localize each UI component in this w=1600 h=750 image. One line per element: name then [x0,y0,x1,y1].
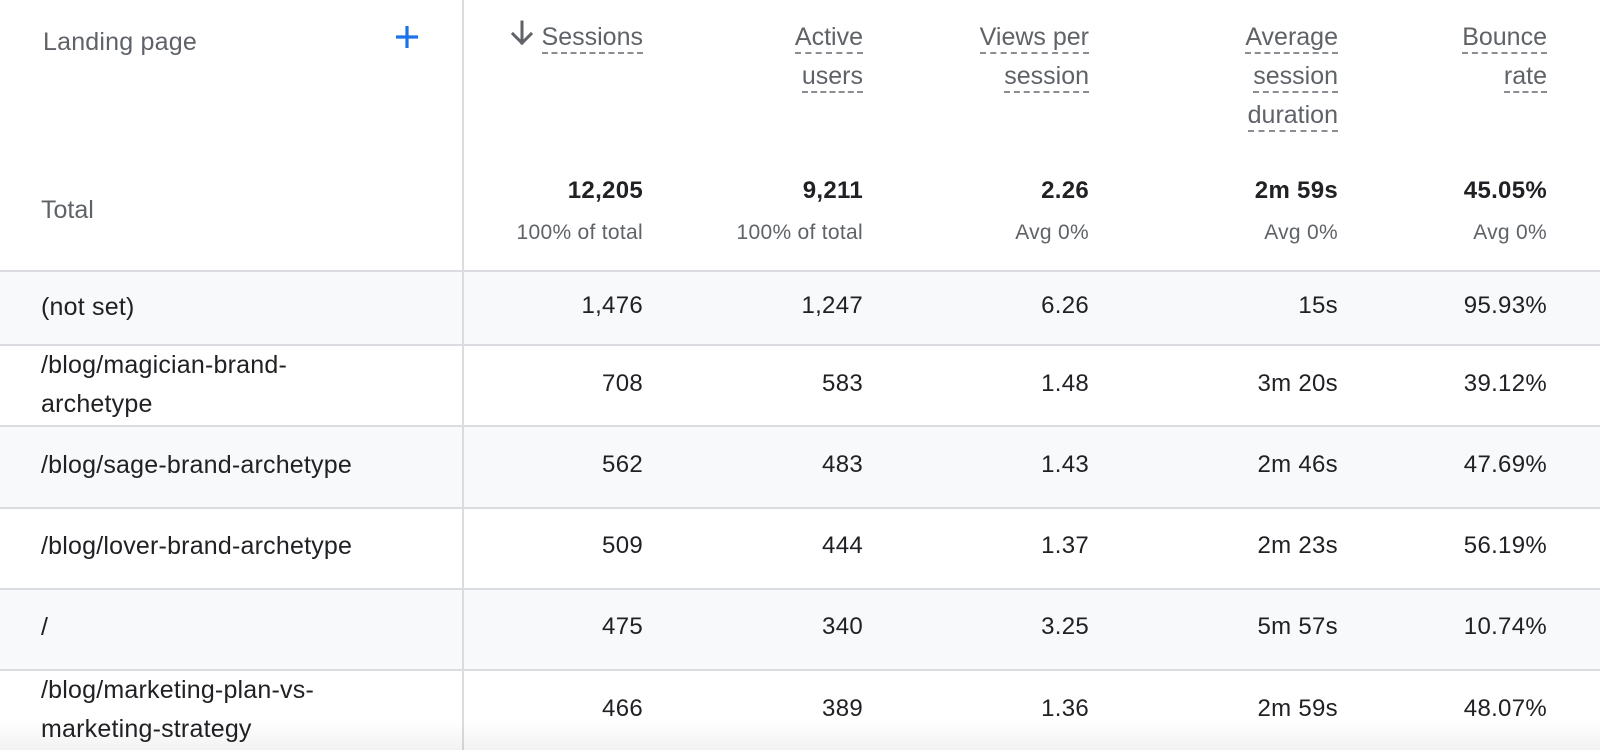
views-per-session-cell: 1.37 [1041,532,1089,559]
sessions-cell: 562 [602,451,643,478]
plus-icon[interactable] [392,22,422,52]
arrow-down-icon[interactable] [508,18,536,48]
total-active-users: 9,211 100% of total [736,177,863,244]
average-session-duration-cell: 15s [1298,292,1338,319]
column-divider [462,0,464,750]
active-users-cell: 340 [822,613,863,640]
total-average-session-duration: 2m 59s Avg 0% [1254,177,1338,244]
sessions-cell: 466 [602,695,643,722]
column-header-sessions[interactable]: Sessions [508,18,643,57]
average-session-duration-cell: 2m 46s [1257,451,1338,478]
scroll-shadow [0,720,1600,750]
sessions-cell: 475 [602,613,643,640]
row-bg [0,589,1600,670]
landing-page-cell[interactable]: /blog/sage-brand-archetype [41,451,352,479]
sessions-cell: 509 [602,532,643,559]
landing-page-header[interactable]: Landing page [43,28,197,56]
row-bg [0,426,1600,508]
row-divider [0,507,1600,509]
total-bounce-rate: 45.05% Avg 0% [1463,177,1547,244]
sessions-cell: 708 [602,370,643,397]
bounce-rate-cell: 95.93% [1463,292,1547,319]
sessions-cell: 1,476 [581,292,643,319]
total-sessions: 12,205 100% of total [516,177,643,244]
views-per-session-cell: 1.36 [1041,695,1089,722]
active-users-cell: 389 [822,695,863,722]
active-users-cell: 583 [822,370,863,397]
total-views-per-session: 2.26 Avg 0% [1015,177,1089,244]
bounce-rate-cell: 10.74% [1463,613,1547,640]
landing-page-cell[interactable]: /blog/magician-brand- archetype [41,351,287,418]
average-session-duration-cell: 5m 57s [1257,613,1338,640]
landing-page-cell[interactable]: / [41,613,49,641]
views-per-session-cell: 1.43 [1041,451,1089,478]
bounce-rate-cell: 39.12% [1463,370,1547,397]
bounce-rate-cell: 56.19% [1463,532,1547,559]
row-divider [0,344,1600,346]
landing-page-cell[interactable]: /blog/marketing-plan-vs- marketing-strat… [41,676,314,743]
column-header-views-per-session[interactable]: Views per session [979,18,1089,96]
column-header-active-users[interactable]: Active users [794,18,863,96]
total-label: Total [41,196,94,224]
column-header-average-session-duration[interactable]: Average session duration [1245,18,1338,135]
average-session-duration-cell: 2m 23s [1257,532,1338,559]
active-users-cell: 483 [822,451,863,478]
row-divider [0,588,1600,590]
bounce-rate-cell: 47.69% [1463,451,1547,478]
landing-page-cell[interactable]: (not set) [41,293,135,321]
bounce-rate-cell: 48.07% [1463,695,1547,722]
average-session-duration-cell: 3m 20s [1257,370,1338,397]
row-divider [0,669,1600,671]
views-per-session-cell: 1.48 [1041,370,1089,397]
views-per-session-cell: 6.26 [1041,292,1089,319]
row-bg [0,271,1600,344]
row-divider [0,425,1600,427]
average-session-duration-cell: 2m 59s [1257,695,1338,722]
active-users-cell: 444 [822,532,863,559]
row-divider [0,270,1600,272]
landing-page-cell[interactable]: /blog/lover-brand-archetype [41,532,353,560]
views-per-session-cell: 3.25 [1041,613,1089,640]
column-header-bounce-rate[interactable]: Bounce rate [1462,18,1547,96]
active-users-cell: 1,247 [801,292,863,319]
